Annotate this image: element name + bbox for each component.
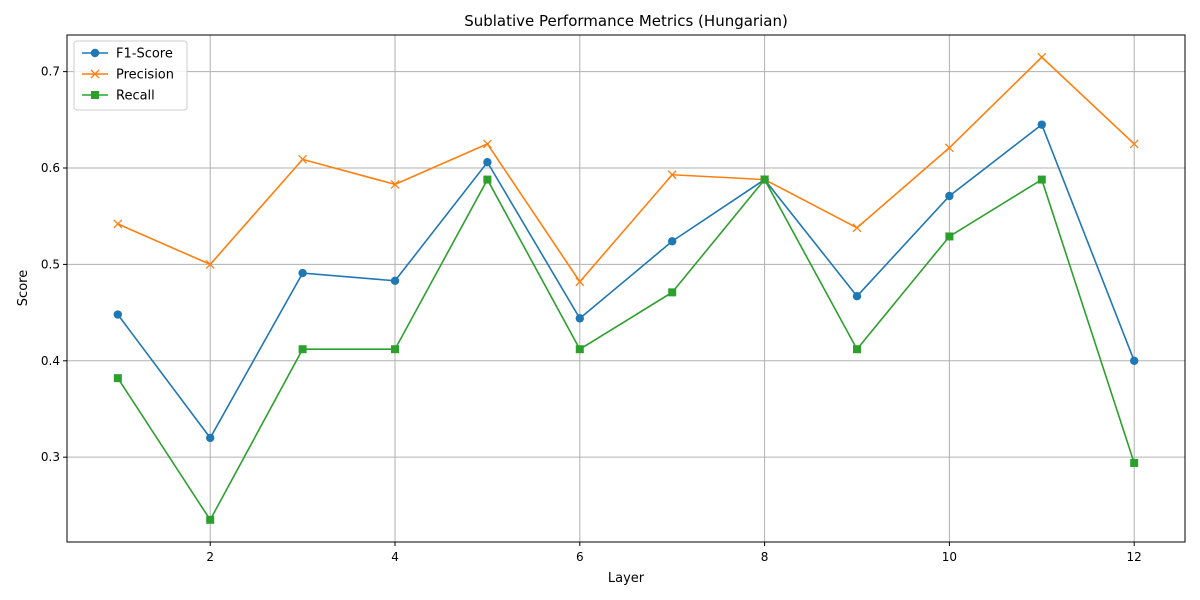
y-tick-label: 0.6	[41, 161, 60, 175]
data-point-recall	[113, 374, 122, 383]
data-point-precision	[852, 223, 862, 233]
data-point-f1-score	[667, 237, 677, 246]
chart-title: Sublative Performance Metrics (Hungarian…	[464, 12, 788, 30]
legend-label: Recall	[116, 89, 155, 104]
series-recall	[113, 175, 1139, 524]
y-axis-ticks: 0.3 0.4 0.5 0.6 0.7	[41, 65, 67, 464]
data-point-f1-score	[483, 158, 492, 167]
x-tick-label: 6	[576, 550, 584, 564]
series-layer	[113, 52, 1139, 524]
series-line-recall	[117, 177, 1135, 522]
data-point-recall	[760, 175, 769, 184]
legend-label: Precision	[116, 68, 174, 83]
series-line-precision	[117, 56, 1135, 284]
legend-marker	[90, 69, 100, 79]
plot-frame	[66, 34, 1186, 543]
x-tick-label: 10	[942, 550, 957, 564]
data-point-recall	[298, 345, 307, 354]
grid	[67, 35, 1185, 542]
data-point-recall	[1037, 175, 1046, 184]
data-point-recall	[575, 345, 584, 354]
x-axis-ticks: 2 4 6 8 10 12	[206, 542, 1142, 564]
data-point-precision	[390, 179, 400, 189]
series-f1-score	[113, 120, 1139, 443]
data-point-f1-score	[852, 292, 862, 301]
x-tick-label: 4	[391, 550, 399, 564]
legend-item: F1-Score	[82, 47, 173, 62]
data-point-precision	[1037, 52, 1047, 62]
x-axis-label: Layer	[608, 571, 645, 586]
x-tick-label: 8	[761, 550, 769, 564]
data-point-f1-score	[1037, 120, 1046, 129]
y-tick-label: 0.3	[41, 450, 60, 464]
data-point-f1-score	[575, 314, 585, 323]
data-point-recall	[668, 288, 677, 297]
x-tick-label: 2	[206, 550, 214, 564]
data-point-precision	[298, 154, 308, 164]
data-point-precision	[1129, 139, 1139, 149]
data-point-f1-score	[298, 268, 307, 278]
legend-box	[73, 40, 188, 111]
data-point-precision	[113, 219, 123, 229]
data-point-f1-score	[390, 276, 400, 285]
data-point-precision	[667, 170, 677, 180]
legend-item: Recall	[82, 89, 155, 104]
data-point-precision	[575, 277, 585, 287]
legend: F1-Score Precision Recall	[73, 40, 188, 111]
y-tick-label: 0.4	[41, 354, 60, 368]
data-point-recall	[483, 175, 492, 184]
series-line-f1-score	[117, 123, 1135, 440]
data-point-recall	[945, 232, 954, 241]
data-point-f1-score	[1129, 356, 1139, 365]
data-point-f1-score	[945, 191, 954, 201]
data-point-recall	[1130, 458, 1139, 467]
y-axis-label: Score	[16, 270, 31, 306]
legend-marker	[91, 91, 99, 99]
legend-label: F1-Score	[116, 47, 173, 62]
y-tick-label: 0.7	[41, 65, 60, 79]
data-point-recall	[852, 345, 861, 354]
data-point-precision	[944, 143, 954, 153]
data-point-precision	[482, 139, 492, 149]
data-point-recall	[206, 515, 215, 524]
y-tick-label: 0.5	[41, 257, 60, 271]
data-point-f1-score	[206, 433, 215, 443]
legend-marker	[90, 48, 100, 58]
data-point-precision	[205, 259, 215, 269]
data-point-f1-score	[113, 310, 123, 319]
data-point-recall	[391, 345, 400, 354]
legend-item: Precision	[82, 68, 174, 83]
x-tick-label: 12	[1127, 550, 1142, 564]
